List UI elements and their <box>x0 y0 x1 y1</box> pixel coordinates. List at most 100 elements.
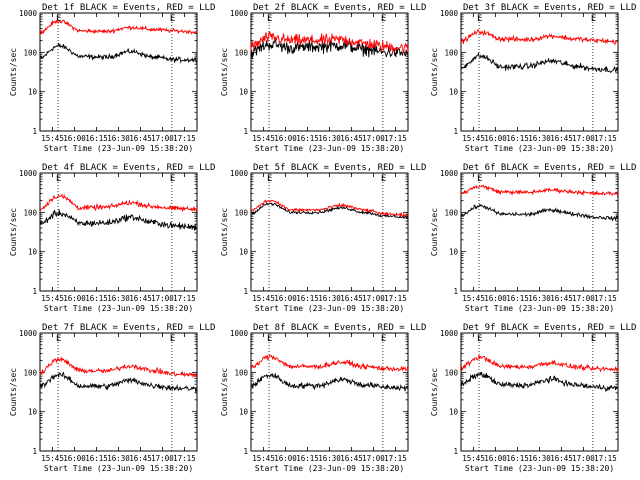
y-tick-label: 1 <box>32 127 37 136</box>
y-tick-label: 1 <box>32 447 37 456</box>
event-marker-label: E <box>477 14 482 24</box>
y-tick-label: 10 <box>449 88 459 97</box>
detector-panel-8: Det 8f BLACK = Events, RED = LLD 1 10 100 10… <box>220 323 426 473</box>
event-marker-label: E <box>267 174 272 184</box>
plot-frame <box>460 332 619 452</box>
x-tick-label: 16:15 <box>85 454 108 463</box>
x-tick-label: 16:45 <box>129 134 152 143</box>
plot-frame <box>39 12 198 132</box>
event-marker-label: E <box>170 334 175 344</box>
x-tick-label: 17:15 <box>594 454 617 463</box>
x-tick-label: 17:00 <box>362 294 385 303</box>
x-axis-label: Start Time (23-Jun-09 15:38:20) <box>255 304 404 313</box>
detector-panel-9: Det 9f BLACK = Events, RED = LLD 1 10 100 10… <box>430 323 636 473</box>
x-tick-label: 17:15 <box>384 134 407 143</box>
x-tick-label: 17:15 <box>594 294 617 303</box>
y-tick-label: 100 <box>23 208 37 217</box>
detector-panel-2: Det 2f BLACK = Events, RED = LLD 1 10 100 10… <box>220 3 426 153</box>
y-axis-label: Counts/sec <box>430 368 439 416</box>
y-tick-label: 100 <box>234 368 248 377</box>
panel-title: Det 6f BLACK = Events, RED = LLD <box>463 163 636 173</box>
lld-series-line <box>39 356 198 379</box>
x-tick-label: 16:15 <box>506 294 529 303</box>
x-tick-label: 16:00 <box>274 294 297 303</box>
event-marker-label: E <box>591 14 596 24</box>
y-axis-label: Counts/sec <box>220 208 229 256</box>
x-tick-label: 15:45 <box>41 294 64 303</box>
x-tick-label: 16:00 <box>63 134 86 143</box>
x-tick-label: 16:15 <box>506 134 529 143</box>
y-tick-label: 10 <box>449 408 459 417</box>
x-tick-label: 16:00 <box>274 454 297 463</box>
y-tick-label: 1000 <box>230 9 249 18</box>
panel-title: Det 4f BLACK = Events, RED = LLD <box>42 163 215 173</box>
y-axis-label: Counts/sec <box>9 368 18 416</box>
lld-series-line <box>39 19 198 36</box>
events-series-line <box>250 37 409 59</box>
y-tick-label: 10 <box>449 248 459 257</box>
x-axis-label: Start Time (23-Jun-09 15:38:20) <box>44 304 193 313</box>
y-tick-label: 1000 <box>440 9 459 18</box>
y-tick-label: 1 <box>453 287 458 296</box>
y-tick-label: 1000 <box>440 169 459 178</box>
plot-frame <box>39 332 198 452</box>
events-series-line <box>460 204 619 222</box>
y-axis-label: Counts/sec <box>430 48 439 96</box>
lld-series-line <box>250 31 409 54</box>
x-tick-label: 17:15 <box>173 454 196 463</box>
event-marker-label: E <box>267 14 272 24</box>
x-tick-label: 16:30 <box>528 134 551 143</box>
y-tick-label: 1 <box>243 127 248 136</box>
detector-panel-6: Det 6f BLACK = Events, RED = LLD 1 10 100 10… <box>430 163 636 313</box>
x-tick-label: 16:00 <box>63 294 86 303</box>
x-tick-label: 16:30 <box>318 134 341 143</box>
x-tick-label: 16:00 <box>484 134 507 143</box>
x-axis-label: Start Time (23-Jun-09 15:38:20) <box>255 144 404 153</box>
y-axis-label: Counts/sec <box>220 368 229 416</box>
x-tick-label: 17:00 <box>572 454 595 463</box>
plot-frame <box>39 172 198 292</box>
x-axis-label: Start Time (23-Jun-09 15:38:20) <box>255 464 404 473</box>
event-marker-label: E <box>170 14 175 24</box>
x-tick-label: 16:30 <box>318 454 341 463</box>
y-tick-label: 100 <box>234 48 248 57</box>
x-tick-label: 16:00 <box>484 454 507 463</box>
x-tick-label: 16:30 <box>107 134 130 143</box>
x-tick-label: 16:45 <box>129 294 152 303</box>
x-tick-label: 15:45 <box>252 134 275 143</box>
detector-panel-4: Det 4f BLACK = Events, RED = LLD 1 10 100 10… <box>9 163 215 313</box>
y-tick-label: 100 <box>23 368 37 377</box>
event-marker-label: E <box>56 334 61 344</box>
plot-frame <box>250 12 409 132</box>
y-tick-label: 100 <box>444 48 458 57</box>
x-tick-label: 16:00 <box>484 294 507 303</box>
events-series-line <box>39 42 198 64</box>
event-marker-label: E <box>591 174 596 184</box>
y-tick-label: 1 <box>32 287 37 296</box>
detector-panel-3: Det 3f BLACK = Events, RED = LLD 1 10 100 10… <box>430 3 636 153</box>
x-tick-label: 16:45 <box>129 454 152 463</box>
x-tick-label: 17:15 <box>173 134 196 143</box>
y-tick-label: 10 <box>239 408 249 417</box>
panel-title: Det 7f BLACK = Events, RED = LLD <box>42 323 215 333</box>
y-tick-label: 10 <box>28 248 38 257</box>
detector-panel-5: Det 5f BLACK = Events, RED = LLD 1 10 100 10… <box>220 163 426 313</box>
x-tick-label: 15:45 <box>462 454 485 463</box>
y-axis-label: Counts/sec <box>9 208 18 256</box>
x-tick-label: 16:15 <box>296 454 319 463</box>
x-axis-label: Start Time (23-Jun-09 15:38:20) <box>465 304 614 313</box>
x-tick-label: 17:00 <box>362 454 385 463</box>
lld-series-line <box>39 193 198 213</box>
y-tick-label: 100 <box>23 48 37 57</box>
x-tick-label: 16:45 <box>550 454 573 463</box>
y-tick-label: 1000 <box>19 9 38 18</box>
y-tick-label: 10 <box>28 88 38 97</box>
event-marker-label: E <box>56 174 61 184</box>
events-series-line <box>250 372 409 392</box>
y-tick-label: 10 <box>28 408 38 417</box>
panel-title: Det 2f BLACK = Events, RED = LLD <box>253 3 426 13</box>
x-tick-label: 16:15 <box>296 134 319 143</box>
x-axis-label: Start Time (23-Jun-09 15:38:20) <box>465 464 614 473</box>
x-tick-label: 17:15 <box>173 294 196 303</box>
event-marker-label: E <box>267 334 272 344</box>
